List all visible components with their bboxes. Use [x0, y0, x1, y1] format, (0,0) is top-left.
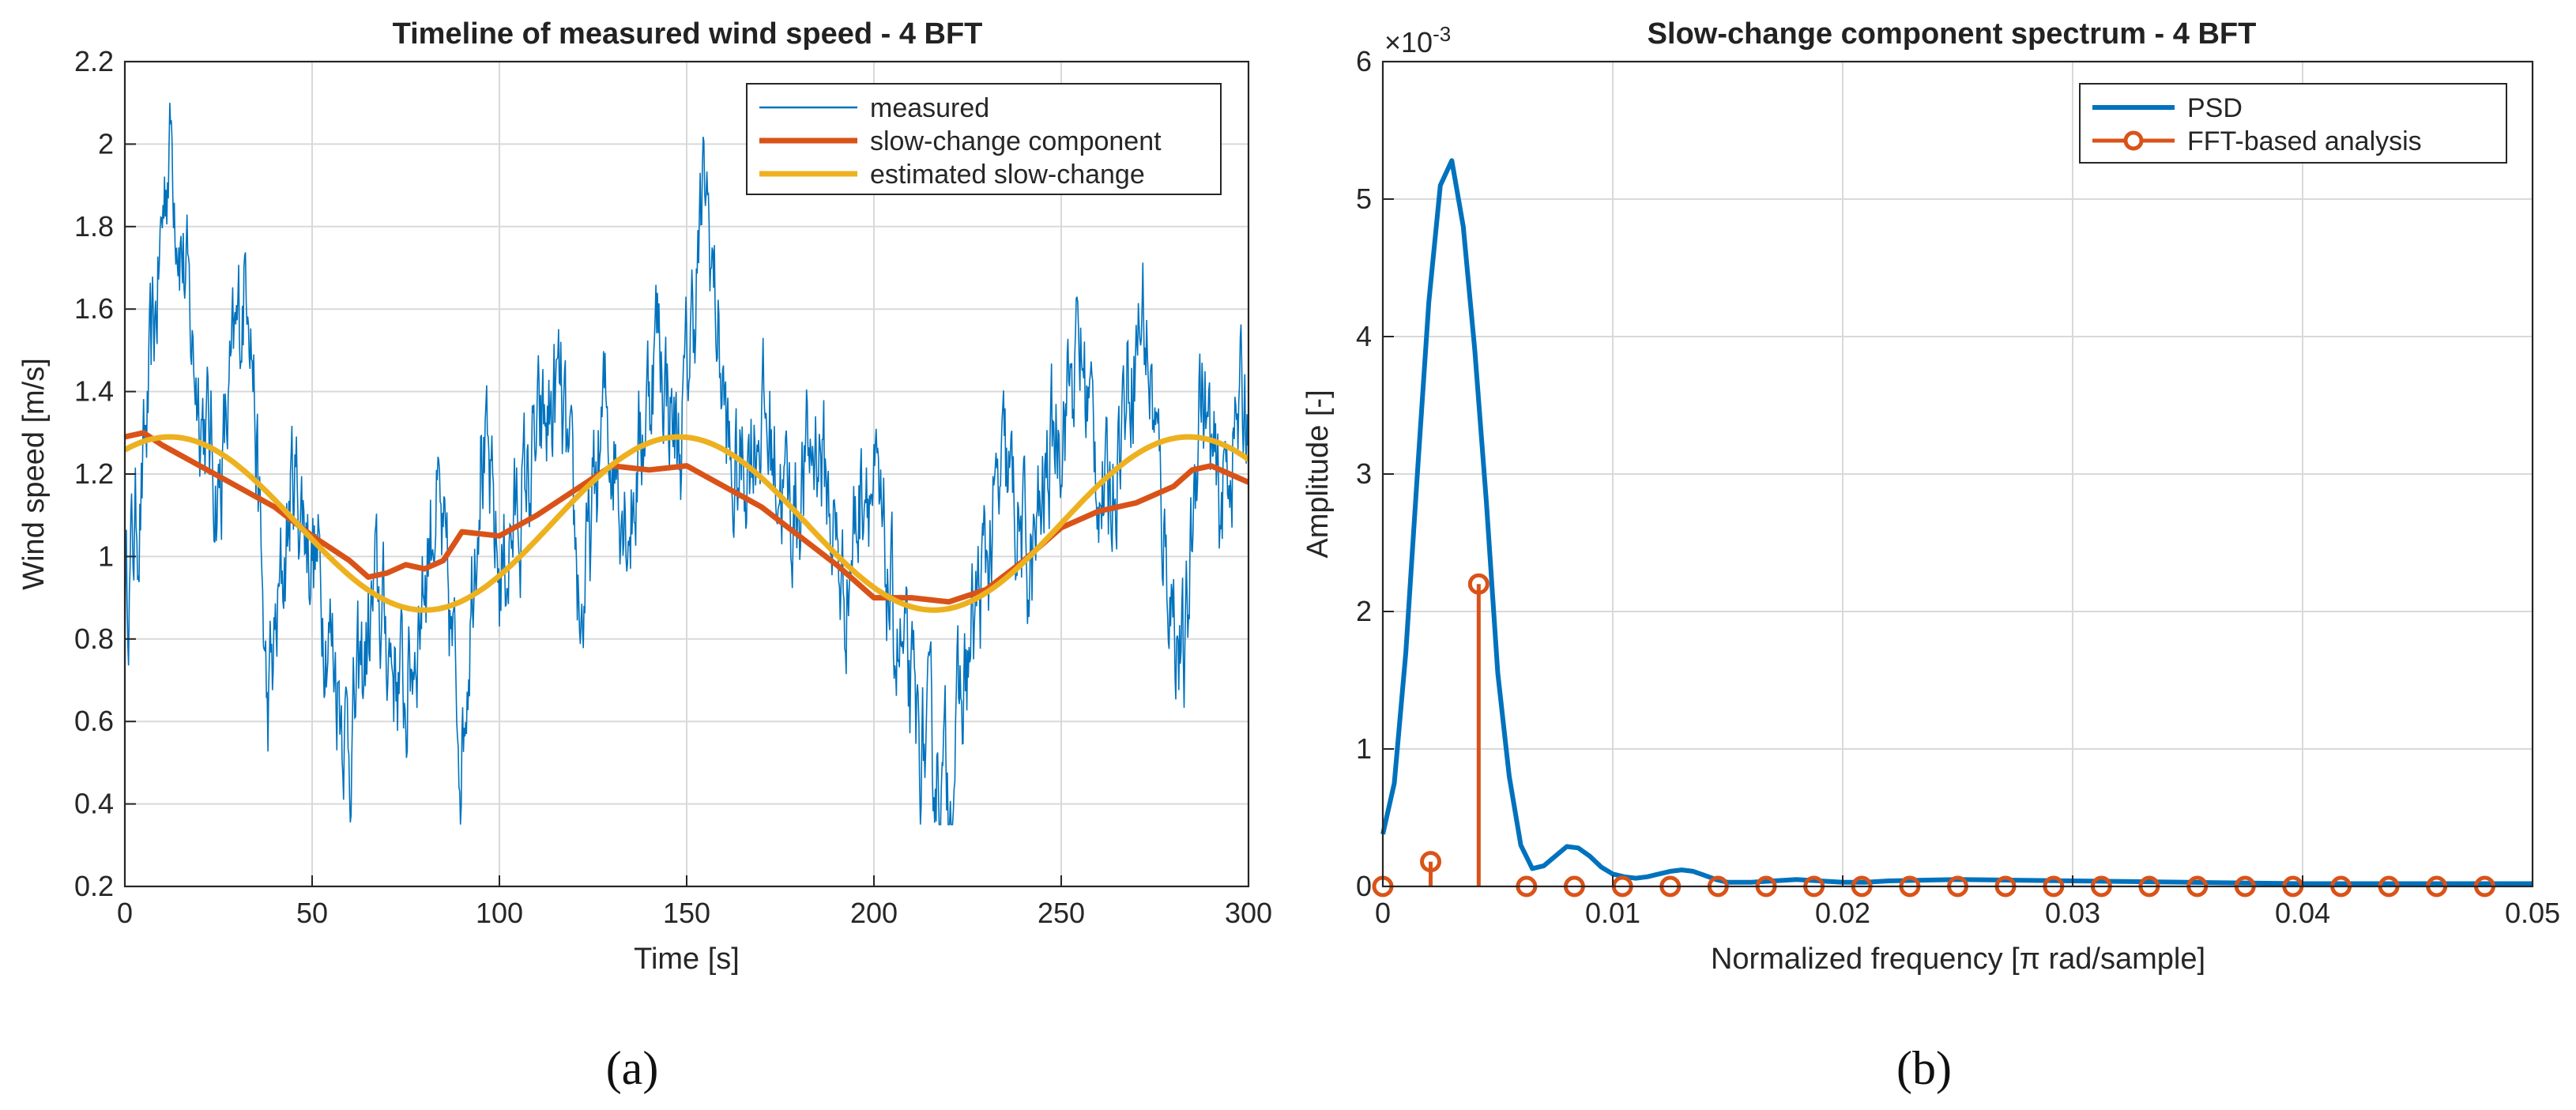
panel-a-title: Timeline of measured wind speed - 4 BFT	[393, 17, 983, 51]
a-ytick-label: 0.4	[74, 788, 114, 820]
a-ytick-label: 2	[98, 127, 114, 160]
b-ytick-label: 0	[1356, 870, 1372, 902]
a-xtick-label: 200	[850, 897, 898, 929]
panel-a-y-axis-label: Wind speed [m/s]	[17, 358, 51, 590]
b-xtick-label: 0.03	[2045, 897, 2100, 929]
series-measured-line	[125, 103, 1248, 826]
a-ytick-label: 1.6	[74, 292, 114, 325]
b-xtick-label: 0.04	[2275, 897, 2330, 929]
b-ytick-label: 1	[1356, 732, 1372, 765]
panel-b-grid	[1382, 61, 2533, 887]
panel-b-x-axis-label: Normalized frequency [π rad/sample]	[1711, 943, 2205, 976]
b-ytick-label: 3	[1356, 457, 1372, 490]
panel-b-y-axis-label: Amplitude [-]	[1301, 389, 1335, 558]
a-xtick-label: 250	[1038, 897, 1085, 929]
b-ytick-label: 6	[1356, 45, 1372, 77]
legend-marker	[2123, 130, 2144, 151]
a-ytick-label: 1.4	[74, 375, 114, 408]
b-xtick-label: 0.05	[2505, 897, 2560, 929]
fft-stem-marker	[1467, 573, 1489, 595]
panel-b-series	[1372, 158, 2533, 897]
a-ytick-label: 1	[98, 540, 114, 572]
a-ytick-label: 2.2	[74, 45, 114, 77]
panel-b-title: Slow-change component spectrum - 4 BFT	[1648, 17, 2257, 51]
panel-a-ticks: 0 50 100 150 200 250 300 0.2 0.4 0.6 0.8 1 1.2 1.4 1.6…	[74, 45, 1272, 929]
fft-stem-marker	[1420, 851, 1442, 873]
panel-a-series	[125, 103, 1248, 826]
panel-b-y-multiplier-exp: -3	[1433, 22, 1451, 46]
panel-b-ticks: 0 0.01 0.02 0.03 0.04 0.05 0 1 2 3 4 5 6	[1356, 45, 2560, 929]
b-xtick-label: 0	[1375, 897, 1391, 929]
panel-b-y-multiplier: ×10-3	[1384, 22, 1451, 58]
b-ytick-label: 2	[1356, 595, 1372, 627]
a-ytick-label: 1.8	[74, 210, 114, 243]
a-ytick-label: 0.6	[74, 705, 114, 737]
b-xtick-label: 0.02	[1815, 897, 1870, 929]
a-ytick-label: 0.8	[74, 623, 114, 655]
panel-b: Slow-change component spectrum - 4 BFT 0…	[1301, 17, 2560, 1094]
panel-a: Timeline of measured wind speed - 4 BFT …	[17, 17, 1272, 1094]
a-ytick-label: 0.2	[74, 870, 114, 902]
a-xtick-label: 0	[117, 897, 133, 929]
a-xtick-label: 150	[663, 897, 710, 929]
legend-entry-2: estimated slow-change	[870, 160, 1145, 190]
a-xtick-label: 100	[476, 897, 523, 929]
legend-entry-1: FFT-based analysis	[2187, 126, 2422, 156]
a-xtick-label: 300	[1225, 897, 1272, 929]
legend-entry-0: PSD	[2187, 93, 2243, 123]
panel-b-label: (b)	[1896, 1042, 1952, 1094]
legend-entry-1: slow-change component	[870, 126, 1162, 156]
panel-b-legend-box	[2079, 83, 2507, 164]
b-ytick-label: 4	[1356, 320, 1372, 352]
legend-entry-0: measured	[870, 93, 989, 123]
series-psd-line	[1380, 158, 2533, 886]
panel-a-x-axis-label: Time [s]	[634, 943, 740, 976]
b-ytick-label: 5	[1356, 182, 1372, 215]
panel-b-y-multiplier-base: ×10	[1384, 26, 1433, 58]
panel-a-label: (a)	[606, 1042, 659, 1094]
a-ytick-label: 1.2	[74, 457, 114, 490]
b-xtick-label: 0.01	[1585, 897, 1640, 929]
a-xtick-label: 50	[296, 897, 328, 929]
series-estimated-slow-change-line	[125, 434, 1248, 613]
